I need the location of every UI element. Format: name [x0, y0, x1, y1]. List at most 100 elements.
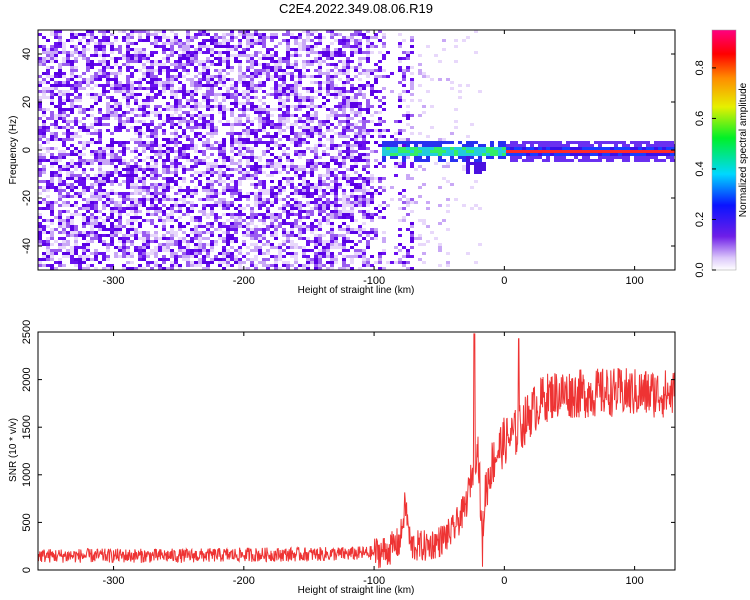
spectrogram-cell — [234, 168, 238, 171]
spectrogram-cell — [262, 222, 266, 225]
spectrogram-cell — [178, 249, 182, 252]
spectrogram-cell — [58, 231, 62, 234]
spectrogram-cell — [162, 120, 166, 123]
spectrogram-cell — [294, 201, 298, 204]
spectrogram-cell — [454, 153, 458, 156]
spectrogram-cell — [198, 111, 202, 114]
spectrogram-cell — [246, 42, 250, 45]
spectrogram-cell — [386, 150, 390, 153]
spectrogram-cell — [50, 57, 54, 60]
spectrogram-cell — [342, 267, 346, 270]
spectrogram-cell — [166, 81, 170, 84]
spectrogram-cell — [410, 51, 414, 54]
spectrogram-cell — [398, 249, 402, 252]
spectrogram-cell — [258, 195, 262, 198]
spectrogram-cell — [202, 207, 206, 210]
spectrogram-cell — [150, 54, 154, 57]
spectrogram-cell — [218, 174, 222, 177]
spectrogram-cell — [290, 264, 294, 267]
spectrogram-cell — [354, 126, 358, 129]
spectrogram-cell — [210, 84, 214, 87]
spectrogram-cell — [214, 132, 218, 135]
spectrogram-cell — [314, 132, 318, 135]
spectrogram-cell — [238, 141, 242, 144]
spectrogram-cell — [70, 261, 74, 264]
spectrogram-cell — [274, 246, 278, 249]
spectrogram-cell — [246, 129, 250, 132]
spectrogram-cell — [130, 138, 134, 141]
spectrogram-cell — [302, 105, 306, 108]
spectrogram-cell — [70, 51, 74, 54]
spectrogram-cell — [254, 144, 258, 147]
colorbar-tick-label: 0.8 — [694, 60, 706, 75]
spectrogram-cell — [62, 195, 66, 198]
spectrogram-cell — [310, 147, 314, 150]
spectrogram-cell — [206, 87, 210, 90]
spectrogram-cell — [642, 150, 646, 153]
spectrogram-cell — [318, 204, 322, 207]
spectrogram-cell — [74, 60, 78, 63]
spectrogram-cell — [110, 240, 114, 243]
spectrogram-cell — [50, 90, 54, 93]
spectrogram-cell — [178, 141, 182, 144]
y-tick-label: -40 — [21, 238, 33, 254]
spectrogram-cell — [90, 54, 94, 57]
spectrogram-cell — [586, 153, 590, 156]
spectrogram-cell — [202, 120, 206, 123]
spectrogram-cell — [38, 117, 42, 120]
spectrogram-cell — [210, 183, 214, 186]
spectrogram-cell — [158, 72, 162, 75]
spectrogram-cell — [514, 159, 518, 162]
spectrogram-cell — [226, 42, 230, 45]
spectrogram-cell — [62, 183, 66, 186]
spectrogram-cell — [286, 39, 290, 42]
spectrogram-cell — [186, 54, 190, 57]
spectrogram-cell — [102, 159, 106, 162]
spectrogram-cell — [370, 36, 374, 39]
spectrogram-cell — [402, 201, 406, 204]
spectrogram-cell — [250, 78, 254, 81]
spectrogram-cell — [374, 96, 378, 99]
spectrogram-cell — [58, 180, 62, 183]
spectrogram-cell — [102, 174, 106, 177]
spectrogram-cell — [446, 228, 450, 231]
spectrogram-cell — [266, 48, 270, 51]
spectrogram-cell — [166, 195, 170, 198]
spectrogram-cell — [242, 108, 246, 111]
spectrogram-cell — [170, 87, 174, 90]
spectrogram-cell — [266, 216, 270, 219]
spectrogram-cell — [246, 192, 250, 195]
spectrogram-cell — [334, 156, 338, 159]
spectrogram-cell — [126, 246, 130, 249]
spectrogram-cell — [86, 93, 90, 96]
spectrogram-cell — [118, 162, 122, 165]
spectrogram-cell — [198, 237, 202, 240]
spectrogram-cell — [350, 207, 354, 210]
spectrogram-cell — [118, 123, 122, 126]
spectrogram-cell — [274, 171, 278, 174]
spectrogram-cell — [202, 150, 206, 153]
spectrogram-cell — [50, 174, 54, 177]
spectrogram-cell — [342, 144, 346, 147]
spectrogram-cell — [178, 255, 182, 258]
spectrogram-cell — [670, 144, 674, 147]
spectrogram-cell — [250, 207, 254, 210]
spectrogram-cell — [94, 234, 98, 237]
spectrogram-cell — [330, 240, 334, 243]
spectrogram-cell — [50, 201, 54, 204]
spectrogram-cell — [414, 144, 418, 147]
spectrogram-cell — [290, 78, 294, 81]
spectrogram-cell — [62, 204, 66, 207]
spectrogram-cell — [346, 99, 350, 102]
spectrogram-cell — [130, 108, 134, 111]
spectrogram-cell — [266, 117, 270, 120]
spectrogram-cell — [102, 234, 106, 237]
spectrogram-cell — [222, 123, 226, 126]
spectrogram-cell — [366, 75, 370, 78]
spectrogram-cell — [382, 237, 386, 240]
spectrogram-cell — [114, 180, 118, 183]
spectrogram-cell — [74, 147, 78, 150]
spectrogram-cell — [86, 177, 90, 180]
spectrogram-cell — [226, 255, 230, 258]
spectrogram-cell — [86, 129, 90, 132]
